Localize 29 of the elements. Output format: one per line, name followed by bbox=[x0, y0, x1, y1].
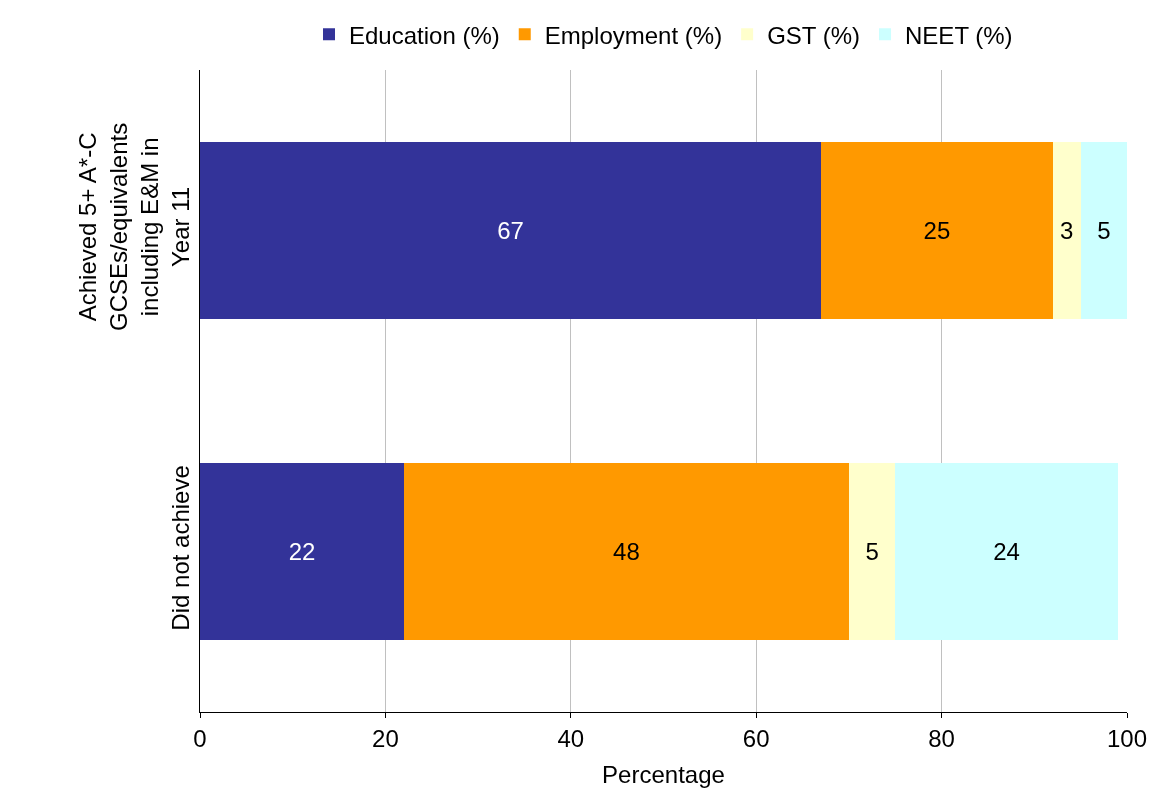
data-label: 22 bbox=[288, 538, 316, 566]
bar bbox=[200, 142, 822, 319]
bar bbox=[1052, 142, 1081, 319]
legend-label: NEET (%) bbox=[905, 21, 1013, 49]
x-tick-label: 0 bbox=[193, 724, 207, 752]
x-tick-label: 60 bbox=[742, 724, 770, 752]
x-tick-label: 20 bbox=[372, 724, 399, 752]
bar bbox=[403, 463, 849, 640]
data-label: 25 bbox=[923, 217, 951, 244]
x-axis-title: Percentage bbox=[602, 761, 725, 789]
legend-label: GST (%) bbox=[767, 21, 861, 49]
bar bbox=[895, 463, 1118, 640]
data-label: 67 bbox=[497, 217, 524, 244]
legend-label: Employment (%) bbox=[544, 21, 723, 49]
x-tick-label: 40 bbox=[557, 724, 585, 752]
bar bbox=[821, 142, 1053, 319]
data-label: 24 bbox=[993, 538, 1020, 566]
x-tick-label: 80 bbox=[928, 724, 955, 752]
bar bbox=[1080, 142, 1127, 319]
data-label: 48 bbox=[613, 538, 640, 566]
data-label: 3 bbox=[1060, 217, 1074, 244]
y-tick-label: Achieved 5+ A*-C GCSEs/equivalents including E&M in Year 11 bbox=[73, 122, 195, 331]
data-label: 5 bbox=[1097, 217, 1111, 244]
bar bbox=[848, 463, 896, 640]
y-tick-label: Did not achieve bbox=[167, 465, 195, 631]
bar bbox=[200, 463, 404, 640]
data-label: 5 bbox=[865, 538, 879, 566]
legend-label: Education (%) bbox=[349, 21, 500, 49]
x-tick-label: 100 bbox=[1106, 724, 1148, 752]
